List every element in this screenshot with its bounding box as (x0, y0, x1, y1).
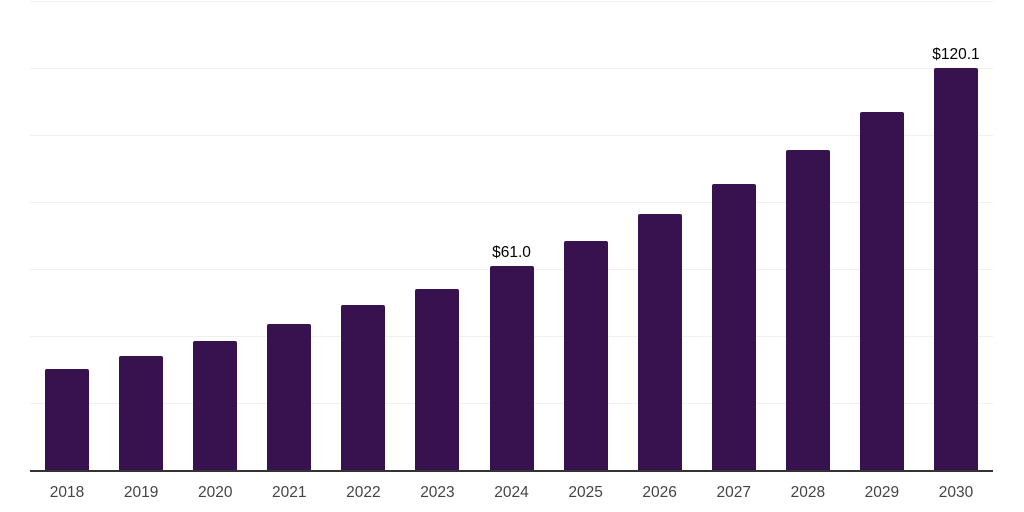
bar-2023 (415, 289, 460, 470)
bar-slot-2024: $61.0 (474, 1, 548, 470)
bar-slot-2022 (326, 1, 400, 470)
bar-2026 (637, 213, 682, 470)
x-tick-2019: 2019 (123, 484, 159, 501)
x-tick-2029: 2029 (864, 484, 900, 501)
x-tick-2022: 2022 (346, 484, 381, 501)
x-tick-2023: 2023 (420, 484, 455, 501)
bar-2028 (785, 150, 830, 470)
x-axis-line (30, 470, 993, 472)
gridline-140 (30, 1, 993, 2)
x-tick-2028: 2028 (790, 484, 826, 501)
data-label-2030: $120.1 (932, 46, 980, 64)
bar-slot-2019 (104, 1, 178, 470)
bar-slot-2026 (623, 1, 697, 470)
bar-2021 (267, 323, 312, 470)
bar-2030 (933, 67, 978, 470)
x-tick-2020: 2020 (197, 484, 233, 501)
bar-slot-2027 (697, 1, 771, 470)
x-tick-2018: 2018 (49, 484, 85, 501)
gridline-80 (30, 202, 993, 204)
bar-2027 (711, 183, 756, 470)
x-tick-2025: 2025 (568, 484, 603, 501)
data-label-2024: $61.0 (492, 244, 531, 262)
bar-slot-2030: $120.1 (919, 1, 993, 470)
x-tick-2021: 2021 (272, 484, 307, 501)
x-tick-2030: 2030 (938, 484, 974, 501)
x-tick-labels: 2018 2019 2020 2021 2022 2023 2024 2025 2026 2027… (30, 484, 993, 503)
bar-2019 (119, 355, 164, 470)
bar-2025 (563, 241, 608, 470)
bar-2018 (45, 368, 90, 470)
bar-slot-2028 (771, 1, 845, 470)
bar-slot-2021 (252, 1, 326, 470)
bars: $61.0 $120.1 (30, 1, 993, 470)
bar-2022 (341, 305, 386, 470)
x-tick-2024: 2024 (494, 484, 529, 501)
bar-slot-2025 (549, 1, 623, 470)
bar-2029 (859, 111, 904, 470)
bar-slot-2023 (400, 1, 474, 470)
bar-slot-2018 (30, 1, 104, 470)
plot-area: $61.0 $120.1 (30, 1, 993, 470)
x-tick-2027: 2027 (716, 484, 751, 501)
bar-slot-2029 (845, 1, 919, 470)
bar-slot-2020 (178, 1, 252, 470)
gridline-100 (30, 135, 993, 136)
x-tick-2026: 2026 (642, 484, 677, 501)
gridline-120 (30, 68, 993, 69)
bar-2020 (193, 341, 238, 470)
bar-2024 (489, 265, 534, 470)
